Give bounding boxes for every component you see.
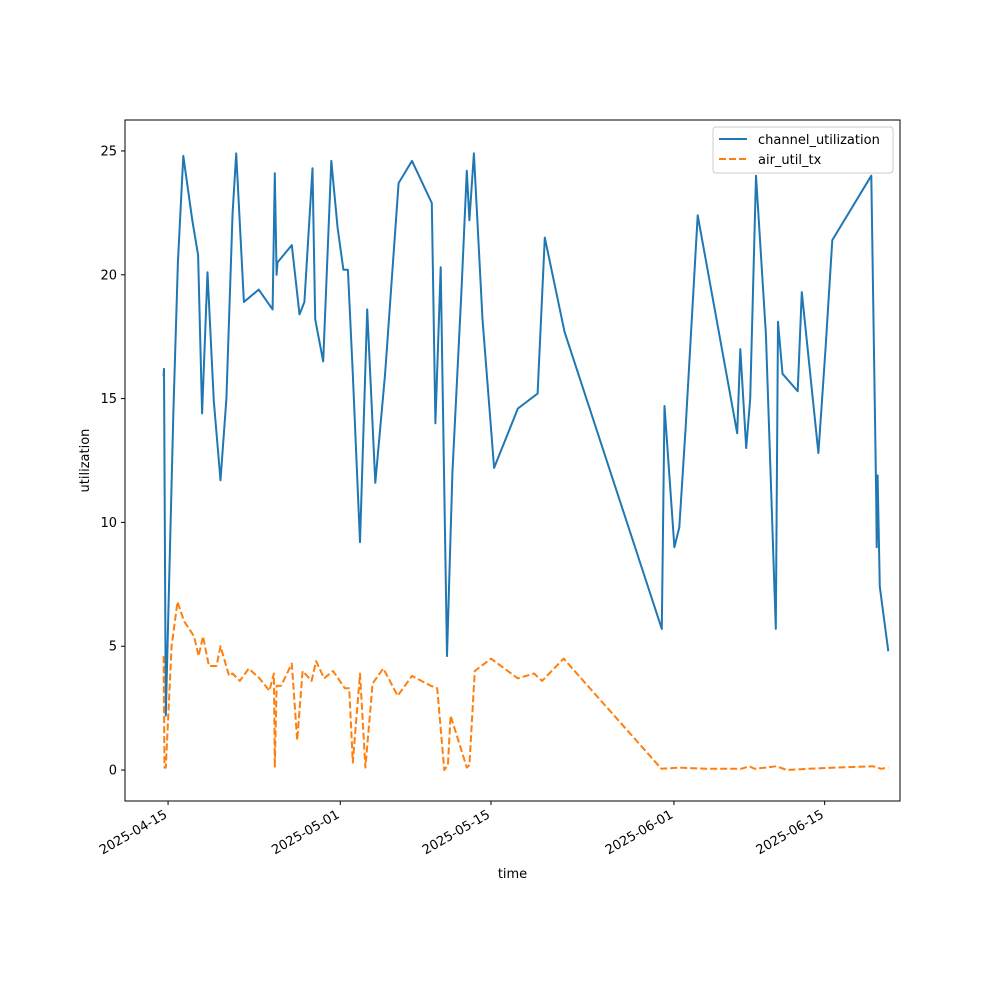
y-tick-label: 5 [109,640,117,655]
plot-area [162,152,890,771]
x-tick-label: 2025-05-15 [420,807,493,858]
x-tick-label: 2025-05-01 [269,807,342,858]
y-axis-label: utilization [78,429,93,493]
axes-frame [124,119,901,802]
legend-label-channel-utilization: channel_utilization [758,133,880,148]
x-tick-label: 2025-06-15 [754,807,827,858]
x-tick-label: 2025-04-15 [97,807,170,858]
y-tick-label: 25 [100,144,117,159]
y-tick-label: 20 [100,268,117,283]
y-tick-label: 10 [100,516,117,531]
legend-box [712,126,894,174]
legend-label-air-util-tx: air_util_tx [758,153,822,168]
x-axis-label: time [498,867,527,882]
series-line-channel-utilization [162,152,890,717]
y-tick-label: 15 [100,392,117,407]
series-line-air-util-tx [162,600,889,771]
legend: channel_utilization air_util_tx [712,126,894,174]
y-tick-label: 0 [109,764,117,779]
x-tick-label: 2025-06-01 [603,807,676,858]
